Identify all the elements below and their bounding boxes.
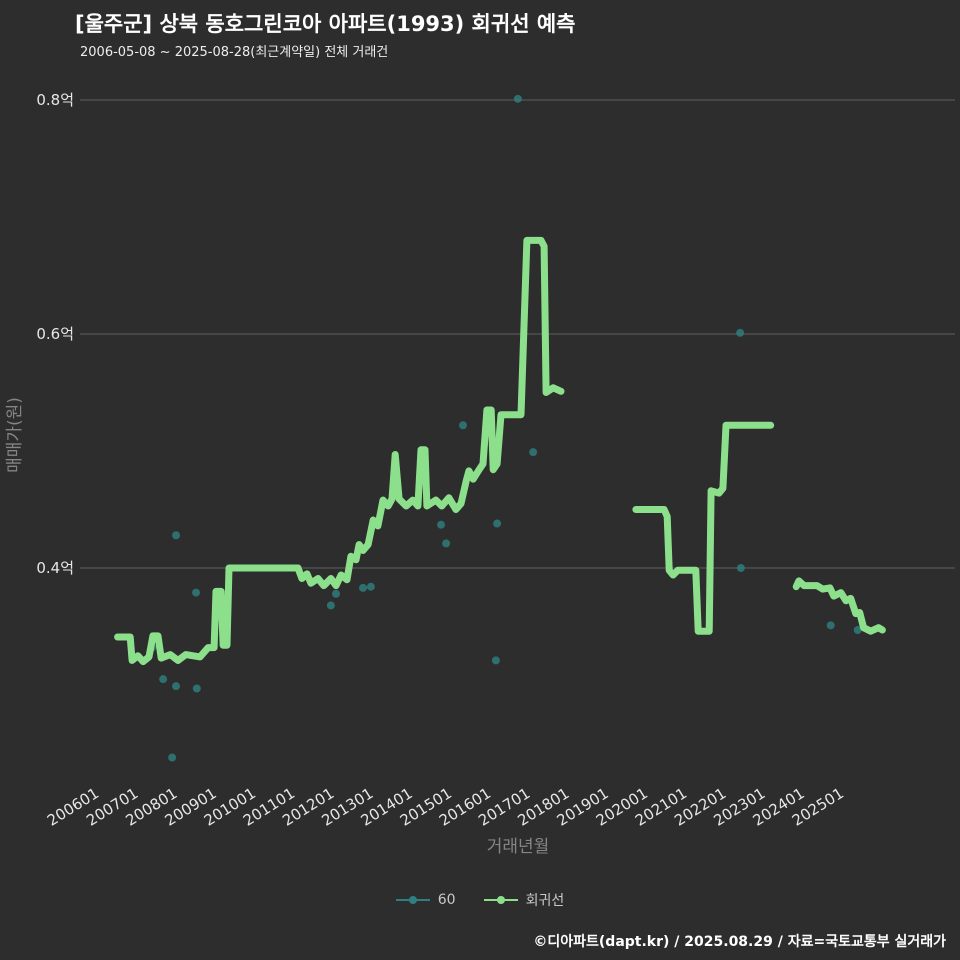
scatter-point: [168, 753, 177, 762]
scatter-point: [853, 626, 862, 635]
x-axis-title: 거래년월: [487, 837, 550, 857]
legend-label-60: 60: [437, 892, 456, 908]
scatter-point: [736, 328, 745, 337]
regression-line: [114, 236, 565, 666]
scatter-point: [331, 589, 340, 598]
y-axis-title: 매매가(원): [5, 397, 25, 473]
legend-item-regression[interactable]: 회귀선: [483, 890, 565, 910]
legend: 60 회귀선: [0, 890, 960, 910]
footer-credit: ©디아파트(dapt.kr) / 2025.08.29 / 자료=국토교통부 실…: [533, 934, 946, 950]
scatter-point: [366, 582, 375, 591]
scatter-point: [529, 448, 538, 457]
scatter-point: [437, 520, 446, 529]
scatter-point: [513, 94, 522, 103]
scatter-point: [326, 601, 335, 610]
scatter-point: [359, 583, 368, 592]
y-tick-label: 0.8억: [36, 91, 74, 109]
scatter-point: [192, 684, 201, 693]
scatter-point: [826, 621, 835, 630]
scatter-point: [458, 421, 467, 430]
regression-line: [792, 577, 886, 635]
chart-title: [울주군] 상북 동호그린코아 아파트(1993) 회귀선 예측: [75, 12, 576, 36]
line-dot-marker-teal-icon: [395, 893, 430, 907]
line-dot-marker-green-icon: [483, 893, 518, 907]
scatter-point: [192, 588, 201, 597]
scatter-point: [172, 531, 181, 540]
y-tick-label: 0.6억: [36, 325, 74, 343]
legend-item-60[interactable]: 60: [395, 892, 456, 908]
scatter-point: [159, 675, 168, 684]
scatter-point: [172, 682, 181, 691]
y-tick-label: 0.4억: [36, 559, 74, 577]
chart-subtitle: 2006-05-08 ~ 2025-08-28(최근계약일) 전체 거래건: [80, 45, 389, 60]
scatter-point: [491, 656, 500, 665]
scatter-point: [493, 519, 502, 528]
scatter-point: [442, 539, 451, 548]
scatter-point: [736, 564, 745, 572]
legend-label-regression: 회귀선: [525, 893, 565, 909]
regression-line: [632, 421, 775, 635]
